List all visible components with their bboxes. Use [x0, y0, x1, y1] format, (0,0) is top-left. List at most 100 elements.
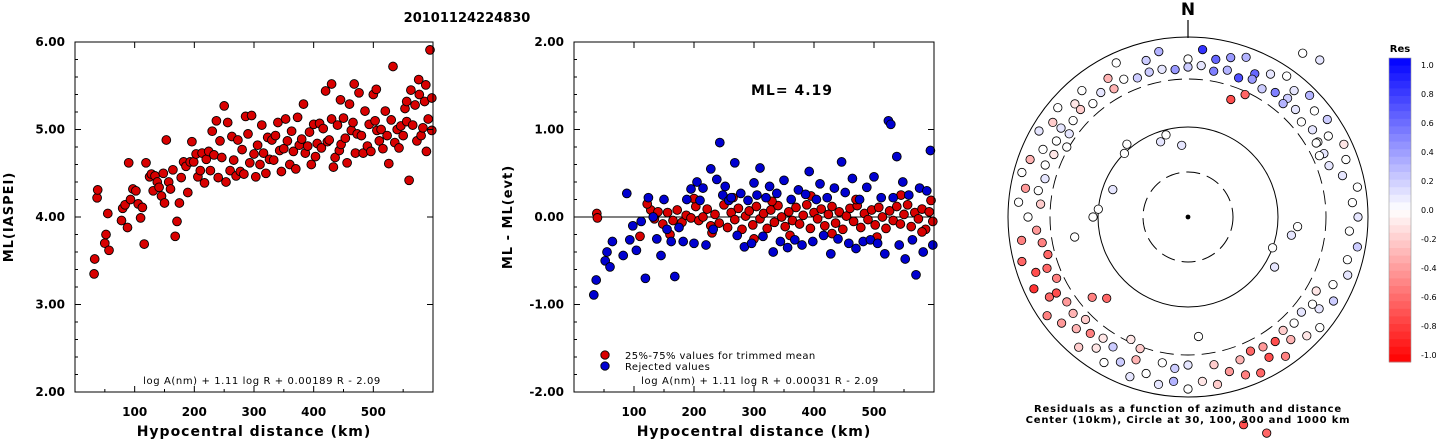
data-point [776, 212, 787, 222]
station-residual-point [1257, 84, 1267, 94]
x-tick-label: 300 [241, 405, 266, 419]
data-point [825, 248, 836, 259]
station-residual-point [1311, 286, 1321, 296]
station-residual-point [1013, 197, 1024, 207]
station-residual-point [1126, 334, 1136, 344]
data-point [592, 213, 603, 223]
station-residual-point [1183, 360, 1193, 370]
data-point [769, 217, 780, 228]
data-point [927, 240, 938, 250]
data-point [233, 135, 243, 145]
station-residual-point [1020, 183, 1031, 193]
data-point [681, 194, 692, 205]
data-point [861, 182, 872, 193]
data-point [749, 178, 759, 188]
data-point [426, 125, 437, 136]
station-residual-point [1343, 270, 1353, 280]
data-point [423, 114, 434, 124]
data-point [398, 130, 409, 141]
y-tick-label: 0.00 [534, 210, 564, 224]
data-point [356, 130, 367, 141]
station-residual-point [1286, 334, 1296, 345]
station-residual-point [1119, 148, 1130, 158]
data-point [104, 245, 114, 256]
data-point [276, 166, 287, 177]
data-point [588, 290, 599, 300]
data-point [894, 240, 905, 250]
station-residual-point [1161, 130, 1171, 140]
data-point [755, 163, 765, 173]
data-point [869, 171, 879, 182]
data-point [378, 143, 388, 154]
data-point [710, 209, 720, 220]
station-residual-point [1235, 355, 1245, 365]
data-point [827, 201, 837, 212]
station-residual-point [1305, 90, 1315, 101]
station-residual-point [1052, 273, 1062, 283]
data-point [621, 188, 632, 199]
station-residual-point [1157, 64, 1167, 74]
station-residual-point [1298, 48, 1308, 58]
data-point [907, 234, 918, 245]
station-residual-point [1309, 106, 1320, 116]
station-residual-point [1033, 186, 1043, 196]
data-point [618, 250, 629, 261]
station-residual-point [1071, 324, 1081, 334]
station-residual-point [1122, 139, 1132, 149]
station-residual-point [1193, 331, 1204, 342]
data-point [906, 221, 917, 232]
figure-title: 20101124224830 [404, 11, 531, 26]
station-residual-point [1352, 182, 1363, 192]
data-point [376, 124, 386, 135]
station-residual-point [1088, 212, 1098, 222]
data-point [818, 230, 829, 241]
data-point [761, 192, 771, 203]
data-point [927, 216, 938, 227]
data-point [101, 229, 111, 240]
x-tick-label: 400 [801, 405, 826, 419]
data-point [819, 220, 830, 231]
station-residual-point [1042, 311, 1052, 321]
data-point [250, 171, 261, 182]
colorbar-swatch [1389, 194, 1411, 203]
north-label: N [1181, 0, 1195, 20]
data-point [324, 135, 335, 145]
colorbar-swatch [1389, 248, 1411, 256]
data-point [607, 236, 618, 247]
residual-y-axis-label: ML - ML(evt) [501, 165, 516, 269]
data-point [751, 201, 762, 212]
station-residual-point [1198, 44, 1208, 55]
data-point [752, 190, 762, 200]
data-point [678, 236, 689, 247]
station-residual-point [1239, 420, 1249, 430]
station-residual-point [1224, 366, 1235, 377]
station-residual-point [1103, 73, 1113, 84]
data-point [370, 115, 380, 126]
data-point [816, 204, 827, 214]
data-point [913, 213, 924, 224]
data-point [425, 45, 435, 55]
data-point [174, 198, 185, 208]
station-residual-point [1302, 331, 1312, 341]
data-point [602, 247, 612, 257]
data-point [726, 192, 737, 203]
colorbar-swatch [1389, 217, 1411, 226]
station-residual-point [1036, 199, 1046, 209]
data-point [288, 146, 299, 157]
data-point [413, 74, 424, 85]
data-point [843, 238, 854, 249]
station-residual-point [1056, 123, 1066, 133]
station-residual-point [1040, 174, 1050, 184]
data-point [158, 168, 169, 179]
station-residual-point [1042, 263, 1052, 273]
y-tick-label: 3.00 [35, 298, 65, 312]
data-point [125, 194, 136, 205]
data-point [830, 218, 841, 228]
station-residual-point [1170, 363, 1180, 373]
station-residual-point [1098, 333, 1108, 343]
data-point [244, 157, 255, 168]
data-point [794, 219, 805, 229]
data-point [591, 275, 602, 285]
data-point [735, 188, 746, 199]
data-point [876, 192, 887, 203]
